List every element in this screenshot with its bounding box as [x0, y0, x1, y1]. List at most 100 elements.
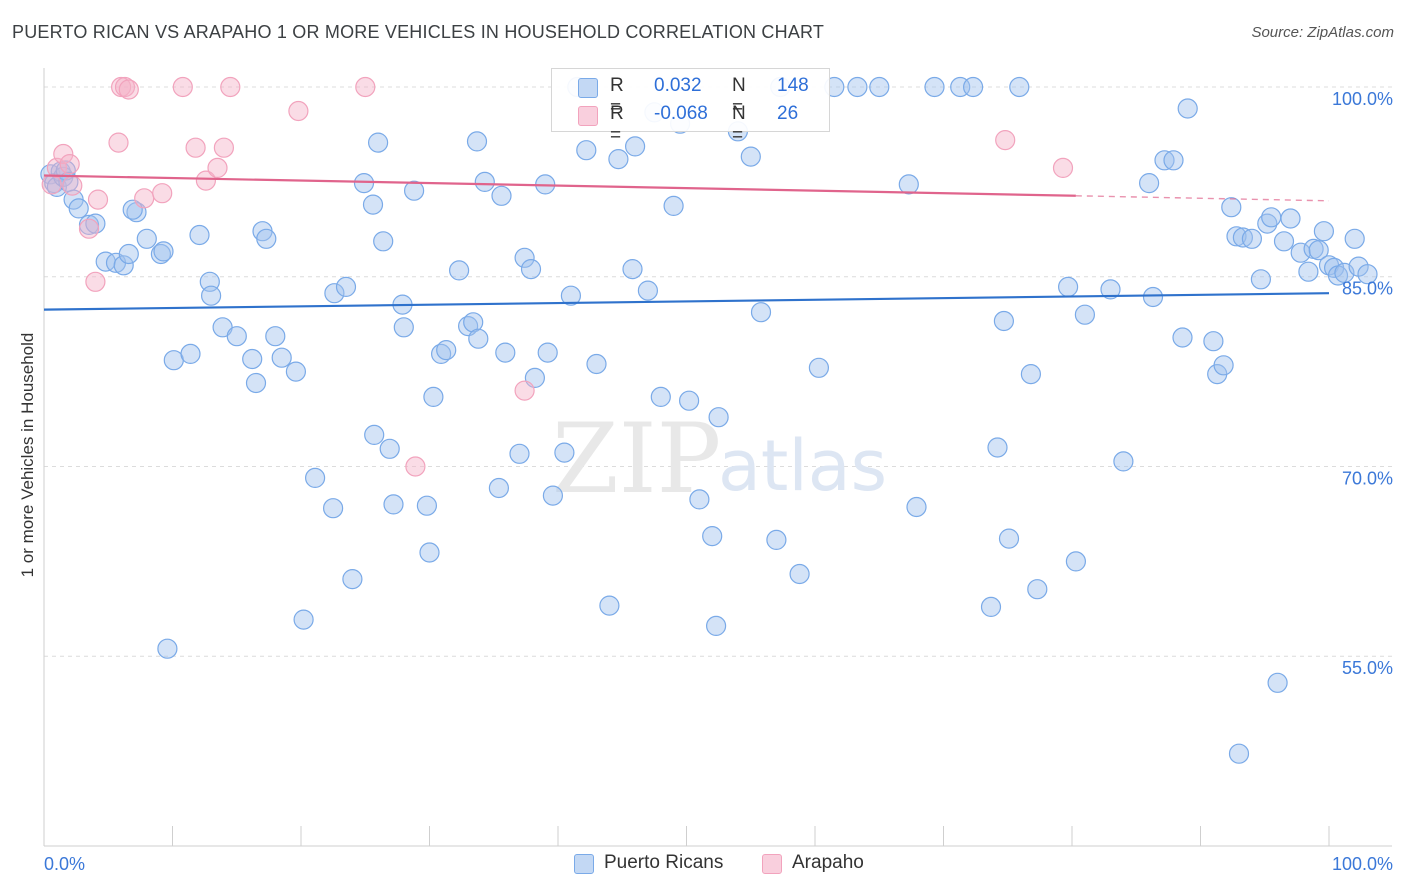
axes	[43, 68, 1392, 847]
arapaho-point	[172, 76, 193, 98]
puerto-rican-point	[537, 342, 558, 363]
puerto-rican-point	[1009, 76, 1030, 98]
puerto-rican-trend-line	[43, 292, 1330, 311]
legend-r-value: 0.032	[654, 75, 702, 96]
puerto-rican-point	[624, 136, 646, 157]
puerto-rican-point	[1065, 551, 1087, 572]
puerto-rican-point	[285, 361, 306, 382]
puerto-rican-point	[542, 485, 564, 506]
puerto-rican-point	[1357, 264, 1378, 285]
x-tick-label: 100.0%	[1332, 854, 1393, 874]
puerto-rican-point	[1213, 355, 1234, 376]
stats-legend: R = 0.032 N = 148 R = -0.068 N = 26	[551, 68, 830, 146]
puerto-rican-point	[980, 596, 1002, 618]
puerto-rican-point	[1261, 207, 1282, 228]
puerto-rican-point	[1228, 743, 1250, 764]
puerto-rican-point	[1267, 672, 1288, 693]
puerto-rican-point	[663, 195, 684, 216]
series-legend: Puerto Ricans Arapaho	[0, 852, 1406, 878]
arapaho-point	[134, 188, 155, 209]
puerto-rican-point	[509, 443, 530, 464]
tick-labels: 100.0% 85.0% 70.0% 55.0% 0.0% 100.0%	[44, 89, 1393, 874]
trend-lines	[43, 174, 1330, 311]
puerto-rican-point	[708, 407, 729, 428]
legend-n-label: N =	[732, 103, 746, 146]
puerto-rican-point	[847, 76, 868, 98]
puerto-rican-point	[702, 525, 723, 547]
puerto-rican-point	[404, 180, 425, 201]
arapaho-point	[220, 76, 241, 98]
puerto-rican-point	[201, 285, 222, 306]
puerto-rican-point	[1221, 197, 1242, 218]
puerto-rican-point	[491, 185, 512, 206]
puerto-rican-point	[705, 615, 727, 637]
arapaho-point	[1052, 157, 1074, 178]
puerto-rican-point	[869, 76, 890, 98]
puerto-rican-point	[1057, 276, 1079, 297]
arapaho-point	[405, 456, 426, 477]
puerto-rican-point	[474, 171, 495, 192]
arapaho-point	[62, 175, 83, 196]
puerto-rican-point	[1298, 261, 1319, 282]
puerto-rican-point	[265, 326, 286, 347]
puerto-rican-point	[463, 312, 484, 333]
arapaho-point	[53, 143, 74, 165]
puerto-rican-point	[488, 477, 509, 499]
puerto-rican-point	[1172, 327, 1193, 348]
legend-n-value: 26	[777, 103, 799, 124]
arapaho-point	[995, 130, 1016, 151]
puerto-rican-point	[520, 259, 542, 280]
grid-lines	[44, 86, 1392, 657]
chart-source: Source: ZipAtlas.com	[1251, 24, 1394, 41]
data-points	[40, 76, 1378, 764]
puerto-rican-point	[226, 326, 247, 347]
puerto-rican-point	[271, 347, 292, 368]
puerto-rican-point	[637, 280, 659, 301]
puerto-rican-point	[586, 353, 607, 375]
legend-n-label: N =	[732, 75, 746, 118]
puerto-rican-point	[1142, 286, 1164, 308]
puerto-rican-point	[514, 247, 535, 268]
legend-swatch-arapaho	[762, 854, 782, 874]
puerto-rican-point	[136, 228, 157, 249]
puerto-rican-point	[560, 285, 582, 306]
puerto-rican-point	[342, 568, 363, 590]
puerto-rican-point	[608, 149, 629, 170]
puerto-rican-point	[1250, 269, 1272, 290]
puerto-rican-point	[1113, 451, 1134, 472]
puerto-rican-point	[678, 390, 700, 411]
arapaho-trend-line-extension	[1075, 195, 1330, 202]
puerto-rican-point	[998, 528, 1020, 549]
puerto-rican-point	[599, 595, 620, 616]
puerto-rican-point	[157, 638, 178, 659]
legend-label-arapaho: Arapaho	[792, 852, 864, 873]
puerto-rican-point	[364, 424, 385, 445]
legend-swatch-puerto-ricans	[574, 854, 594, 874]
arapaho-point	[85, 271, 106, 292]
arapaho-point	[114, 76, 136, 98]
puerto-rican-point	[189, 224, 210, 246]
puerto-rican-point	[650, 386, 671, 407]
puerto-rican-point	[305, 467, 326, 488]
arapaho-point	[108, 132, 129, 153]
puerto-rican-point	[449, 260, 470, 281]
puerto-rican-point	[750, 302, 772, 323]
legend-n-value: 148	[777, 75, 809, 96]
watermark-zip: ZIP	[552, 403, 721, 515]
legend-r-value: -0.068	[654, 103, 708, 124]
puerto-rican-point	[1203, 331, 1224, 352]
puerto-rican-point	[383, 494, 404, 515]
watermark: ZIP atlas	[552, 403, 887, 515]
puerto-rican-point	[1280, 208, 1301, 229]
puerto-rican-point	[1138, 173, 1160, 194]
puerto-rican-point	[323, 498, 344, 519]
puerto-rican-point	[113, 255, 134, 276]
puerto-rican-point	[1257, 213, 1278, 234]
puerto-rican-point	[180, 343, 201, 364]
puerto-rican-point	[1027, 579, 1048, 600]
puerto-rican-point	[242, 348, 263, 370]
puerto-rican-point	[1344, 228, 1365, 249]
puerto-rican-point	[808, 357, 830, 378]
puerto-rican-point	[466, 131, 488, 152]
